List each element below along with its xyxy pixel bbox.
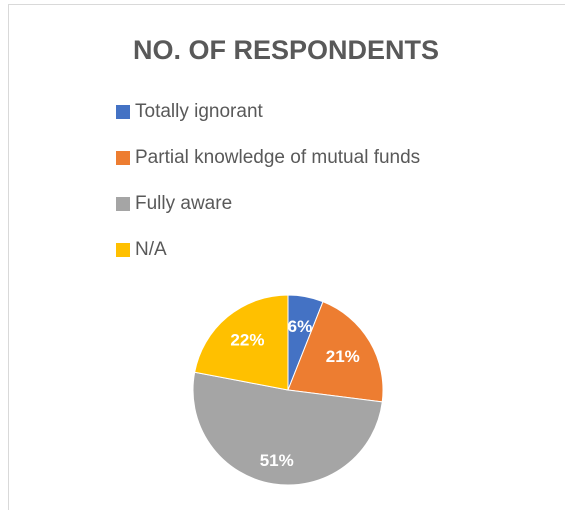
legend-label: N/A	[135, 239, 167, 260]
legend-swatch	[116, 151, 130, 165]
legend-swatch	[116, 105, 130, 119]
pie-slice	[194, 294, 289, 391]
slice-label: 51%	[260, 451, 294, 470]
legend-label: Fully aware	[135, 193, 232, 214]
pie-slice	[192, 371, 383, 486]
slice-label: 21%	[326, 347, 360, 366]
legend-label: Totally ignorant	[135, 101, 264, 122]
pie-slice	[287, 301, 384, 403]
legend-swatch	[116, 243, 130, 257]
slice-label: 22%	[230, 330, 264, 349]
legend-swatch	[116, 197, 130, 211]
chart-frame	[8, 4, 565, 510]
chart-title: NO. OF RESPONDENTS	[133, 35, 439, 65]
legend-label: Partial knowledge of mutual funds	[135, 147, 420, 168]
slice-label: 6%	[288, 317, 313, 336]
